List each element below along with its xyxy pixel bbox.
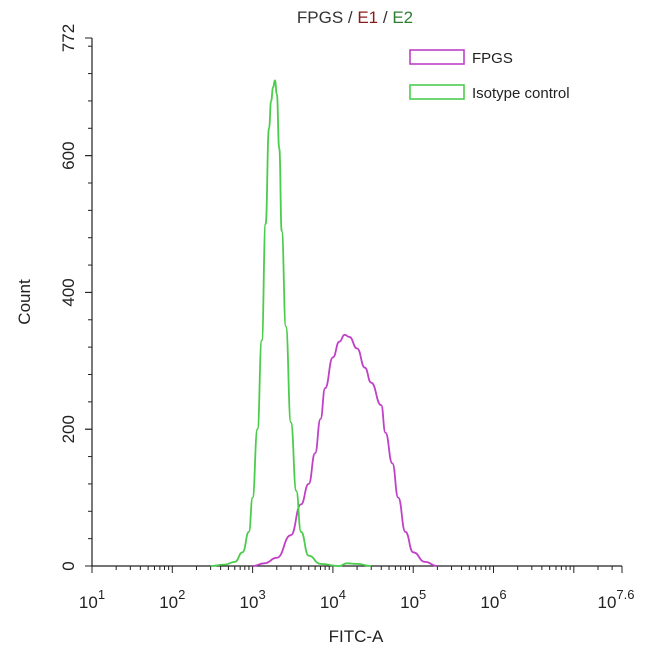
x-tick-label: 104 <box>320 587 346 612</box>
y-tick-label: 772 <box>59 24 78 52</box>
x-tick-label: 107.6 <box>598 587 635 612</box>
y-tick-label: 600 <box>59 141 78 169</box>
legend-item-isotype-control: Isotype control <box>409 84 570 102</box>
x-tick-label: 105 <box>400 587 426 612</box>
x-tick-base: 10 <box>598 593 617 612</box>
x-tick-exponent: 7.6 <box>616 587 634 602</box>
legend-label-fpgs: FPGS <box>472 50 513 67</box>
y-tick-label: 400 <box>59 278 78 306</box>
x-tick-label: 102 <box>159 587 185 612</box>
x-tick-exponent: 2 <box>178 587 185 602</box>
legend-swatch-isotype-control <box>409 84 465 100</box>
chart-title: FPGS / E1 / E2 <box>297 8 413 27</box>
y-axis-title: Count <box>15 279 34 325</box>
x-tick-label: 101 <box>79 587 105 612</box>
legend-label-isotype-control: Isotype control <box>472 85 570 102</box>
series-curve-isotype-control <box>210 79 372 567</box>
title-part-e1: E1 <box>357 8 378 27</box>
x-tick-base: 10 <box>480 593 499 612</box>
title-part-e2: E2 <box>392 8 413 27</box>
legend: FPGS Isotype control <box>409 49 570 102</box>
x-tick-base: 10 <box>159 593 178 612</box>
x-axis-title: FITC-A <box>329 627 384 646</box>
x-tick-exponent: 4 <box>339 587 346 602</box>
x-tick-exponent: 6 <box>499 587 506 602</box>
x-tick-base: 10 <box>79 593 98 612</box>
histogram-series <box>210 79 438 567</box>
series-curve-fpgs <box>252 333 438 567</box>
y-tick-label: 0 <box>59 561 78 570</box>
legend-item-fpgs: FPGS <box>409 49 513 67</box>
x-tick-base: 10 <box>400 593 419 612</box>
x-tick-label: 103 <box>240 587 266 612</box>
title-sep-1: / <box>343 8 357 27</box>
y-tick-label: 200 <box>59 415 78 443</box>
title-sep-2: / <box>378 8 392 27</box>
x-axis-ticks: 101 102 103 104 105 106 107.6 <box>79 566 635 612</box>
x-tick-exponent: 5 <box>419 587 426 602</box>
x-tick-label: 106 <box>480 587 506 612</box>
x-tick-base: 10 <box>320 593 339 612</box>
title-part-fpgs: FPGS <box>297 8 343 27</box>
legend-swatch-fpgs <box>409 49 465 65</box>
x-tick-exponent: 1 <box>98 587 105 602</box>
x-tick-base: 10 <box>240 593 259 612</box>
x-tick-exponent: 3 <box>258 587 265 602</box>
y-axis-ticks: 0 200 400 600 772 <box>59 24 92 571</box>
